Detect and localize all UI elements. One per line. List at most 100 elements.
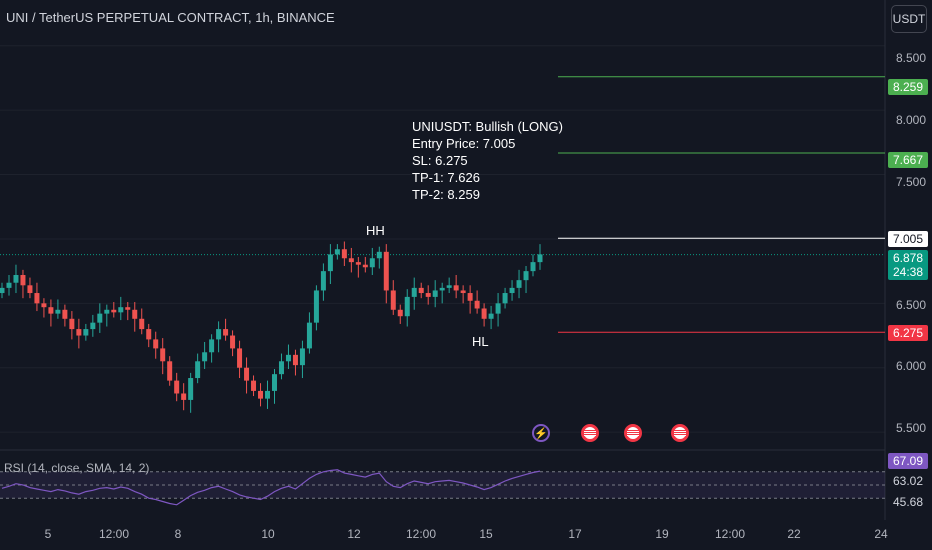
candle-body xyxy=(244,367,250,381)
candle-body xyxy=(48,307,54,314)
candle-body xyxy=(153,339,159,349)
us-flag-event-icon[interactable] xyxy=(671,424,689,442)
rsi-value-badge: 67.09 xyxy=(888,453,928,469)
candle-body xyxy=(251,380,257,391)
candle-body xyxy=(265,390,271,399)
candle-body xyxy=(348,258,354,263)
candle-body xyxy=(285,354,291,362)
symbol-title[interactable]: UNI / TetherUS PERPETUAL CONTRACT, 1h, B… xyxy=(6,10,335,25)
time-tick: 19 xyxy=(655,527,669,541)
candle-countdown: 24:38 xyxy=(892,265,924,279)
candle-body xyxy=(299,348,305,366)
candle-body xyxy=(230,335,236,349)
candle-body xyxy=(202,352,208,362)
candle-body xyxy=(139,318,145,330)
candle-body xyxy=(167,361,173,381)
candle-body xyxy=(488,313,494,319)
rsi-indicator-label[interactable]: RSI (14, close, SMA, 14, 2) xyxy=(4,461,150,475)
tp2-price-badge: 8.259 xyxy=(888,79,928,95)
price-tick: 7.500 xyxy=(896,175,927,189)
candle-body xyxy=(362,264,368,268)
candle-body xyxy=(188,378,194,400)
candle-body xyxy=(209,339,215,353)
annotation-line-4: TP-1: 7.626 xyxy=(412,170,480,185)
time-tick: 22 xyxy=(787,527,801,541)
candle-body xyxy=(0,287,5,294)
candle-body xyxy=(104,309,110,314)
candle-body xyxy=(174,380,180,394)
time-tick: 15 xyxy=(479,527,493,541)
candle-body xyxy=(181,393,187,400)
candle-body xyxy=(404,296,410,317)
candle-body xyxy=(320,271,326,291)
time-tick: 8 xyxy=(174,527,182,541)
candle-body xyxy=(271,374,277,391)
lightning-event-icon[interactable]: ⚡ xyxy=(532,424,550,442)
candle-body xyxy=(530,262,536,272)
price-tick: 6.000 xyxy=(896,359,927,373)
candle-body xyxy=(195,361,201,379)
candle-body xyxy=(516,280,522,288)
time-tick: 5 xyxy=(44,527,52,541)
currency-button[interactable]: USDT xyxy=(891,5,927,33)
candle-body xyxy=(383,251,389,291)
candle-body xyxy=(292,354,298,366)
trade-annotation[interactable]: UNIUSDT: Bullish (LONG) Entry Price: 7.0… xyxy=(412,118,563,203)
candle-body xyxy=(411,287,417,297)
candle-body xyxy=(306,322,312,349)
candle-body xyxy=(20,275,26,286)
tp1-price-badge: 7.667 xyxy=(888,152,928,168)
rsi-low-value: 45.68 xyxy=(892,495,924,509)
candle-body xyxy=(495,303,501,314)
current-price-badge: 6.878 24:38 xyxy=(888,250,928,280)
candle-body xyxy=(111,309,117,313)
candle-body xyxy=(355,262,361,265)
candle-body xyxy=(13,275,19,283)
sl-price-badge: 6.275 xyxy=(888,325,928,341)
candle-body xyxy=(474,300,480,309)
candle-body xyxy=(537,254,543,263)
candle-body xyxy=(509,287,515,294)
candle-body xyxy=(258,390,264,399)
candle-body xyxy=(334,249,340,255)
current-price-value: 6.878 xyxy=(892,251,924,265)
candle-body xyxy=(146,329,152,340)
candle-body xyxy=(27,285,33,294)
candle-body xyxy=(425,293,431,297)
candle-body xyxy=(132,309,138,319)
higher-high-label: HH xyxy=(366,223,385,238)
candle-body xyxy=(327,254,333,272)
us-flag-event-icon[interactable] xyxy=(581,424,599,442)
candle-body xyxy=(62,309,68,319)
candle-body xyxy=(313,290,319,323)
rsi-band-fill xyxy=(0,471,885,499)
price-tick: 8.000 xyxy=(896,113,927,127)
candle-body xyxy=(223,329,229,336)
time-tick: 17 xyxy=(568,527,582,541)
candle-body xyxy=(76,329,82,336)
candle-body xyxy=(55,309,61,314)
candle-body xyxy=(341,249,347,259)
time-tick: 10 xyxy=(261,527,275,541)
price-tick: 5.500 xyxy=(896,421,927,435)
candle-body xyxy=(453,285,459,291)
us-flag-event-icon[interactable] xyxy=(624,424,642,442)
candle-body xyxy=(90,322,96,330)
price-tick: 8.500 xyxy=(896,51,927,65)
candle-body xyxy=(523,271,529,281)
candle-body xyxy=(418,287,424,294)
candle-body xyxy=(467,293,473,301)
annotation-line-2: Entry Price: 7.005 xyxy=(412,136,516,151)
candle-body xyxy=(160,348,166,362)
candle-body xyxy=(83,329,89,336)
candle-body xyxy=(216,329,222,340)
rsi-ma-value: 63.02 xyxy=(892,474,924,488)
candle-body xyxy=(502,293,508,304)
candle-body xyxy=(432,290,438,297)
time-tick: 12 xyxy=(347,527,361,541)
candle-body xyxy=(125,307,131,310)
candle-body xyxy=(369,258,375,268)
candle-body xyxy=(97,313,103,323)
